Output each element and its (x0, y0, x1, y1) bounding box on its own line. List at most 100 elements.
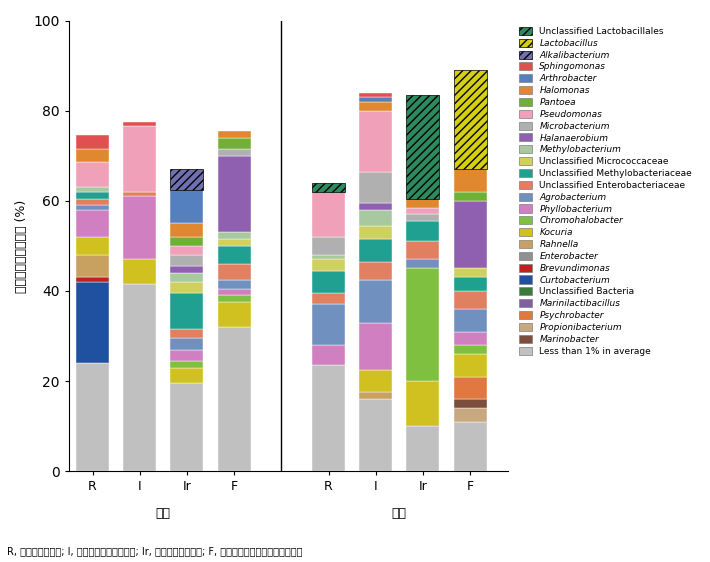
Bar (312, 237, 345, 255)
Bar (124, 192, 156, 196)
Bar (170, 338, 204, 350)
Bar (359, 210, 392, 225)
Bar (406, 214, 439, 221)
Bar (406, 95, 439, 198)
Bar (218, 327, 251, 472)
Bar (218, 239, 251, 246)
Bar (170, 329, 204, 338)
Bar (218, 296, 251, 302)
Bar (218, 280, 251, 289)
Bar (218, 289, 251, 296)
Bar (359, 280, 392, 323)
Bar (312, 345, 345, 365)
Bar (76, 282, 109, 363)
Bar (454, 332, 486, 345)
Bar (312, 293, 345, 305)
Bar (406, 198, 439, 207)
Bar (76, 278, 109, 282)
Bar (359, 392, 392, 399)
Bar (312, 305, 345, 345)
Bar (76, 162, 109, 187)
Bar (359, 171, 392, 203)
Bar (312, 183, 345, 192)
Bar (124, 122, 156, 126)
Bar (76, 187, 109, 192)
Bar (76, 205, 109, 210)
Bar (454, 377, 486, 399)
Bar (170, 350, 204, 361)
Bar (359, 102, 392, 111)
Bar (76, 149, 109, 162)
Bar (359, 111, 392, 171)
Bar (312, 192, 345, 237)
Bar (454, 269, 486, 278)
Bar (406, 260, 439, 269)
Bar (454, 422, 486, 472)
Bar (170, 383, 204, 472)
Bar (170, 237, 204, 246)
Bar (454, 309, 486, 332)
Text: R, 原料のダイコン; I, 一次加工後のダイコン; Ir, 漬け込み前のぬか; F, 漬け上がり後のぬかとたくあん: R, 原料のダイコン; I, 一次加工後のダイコン; Ir, 漬け込み前のぬか;… (7, 546, 302, 556)
Bar (454, 169, 486, 192)
Y-axis label: 微生物属の相対割合 (%): 微生物属の相対割合 (%) (15, 200, 28, 292)
Bar (454, 192, 486, 201)
Bar (359, 323, 392, 370)
Bar (76, 198, 109, 205)
Bar (218, 246, 251, 264)
Bar (454, 70, 486, 169)
Bar (218, 138, 251, 149)
Bar (218, 149, 251, 156)
Bar (406, 269, 439, 381)
Bar (124, 196, 156, 260)
Bar (170, 246, 204, 255)
Bar (124, 126, 156, 192)
Bar (359, 370, 392, 392)
Bar (406, 221, 439, 242)
Bar (76, 237, 109, 255)
Bar (454, 291, 486, 309)
Bar (170, 273, 204, 282)
Bar (170, 293, 204, 329)
Bar (218, 264, 251, 280)
Bar (170, 361, 204, 368)
Bar (454, 399, 486, 408)
Bar (454, 278, 486, 291)
Bar (76, 192, 109, 198)
Bar (454, 345, 486, 354)
Bar (76, 135, 109, 149)
Bar (454, 354, 486, 377)
Bar (359, 93, 392, 97)
Bar (359, 203, 392, 210)
Bar (124, 284, 156, 472)
Bar (124, 260, 156, 284)
Bar (406, 207, 439, 214)
Text: 愛知: 愛知 (392, 507, 407, 520)
Bar (406, 426, 439, 472)
Text: 秋田: 秋田 (156, 507, 171, 520)
Bar (218, 302, 251, 327)
Bar (312, 365, 345, 472)
Bar (218, 156, 251, 232)
Bar (406, 381, 439, 426)
Bar (359, 239, 392, 262)
Bar (170, 223, 204, 237)
Bar (170, 282, 204, 293)
Bar (312, 271, 345, 293)
Bar (170, 169, 204, 189)
Bar (170, 266, 204, 273)
Bar (359, 262, 392, 280)
Bar (170, 368, 204, 383)
Bar (359, 97, 392, 102)
Bar (218, 232, 251, 239)
Bar (312, 260, 345, 271)
Bar (359, 225, 392, 239)
Bar (406, 242, 439, 260)
Bar (76, 210, 109, 237)
Bar (76, 363, 109, 472)
Bar (454, 201, 486, 269)
Bar (454, 408, 486, 422)
Bar (170, 255, 204, 266)
Bar (312, 255, 345, 260)
Legend: Unclassified Lactobacillales, Lactobacillus, Alkalibacterium, Sphingomonas, Arth: Unclassified Lactobacillales, Lactobacil… (517, 25, 694, 357)
Bar (218, 131, 251, 138)
